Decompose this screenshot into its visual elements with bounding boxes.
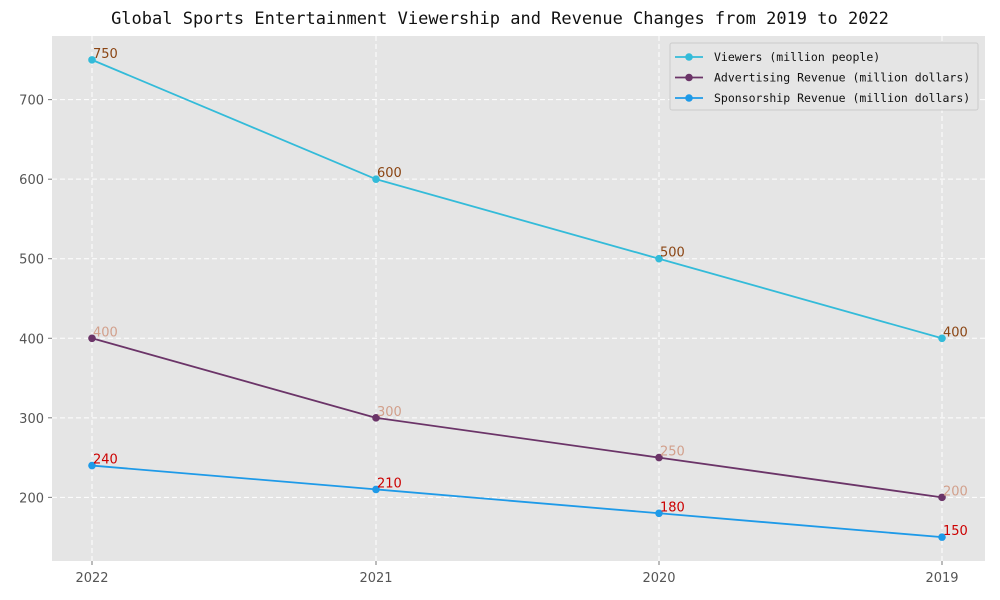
legend-label: Advertising Revenue (million dollars) (714, 71, 970, 85)
x-tick-label: 2022 (75, 571, 108, 586)
x-tick-label: 2020 (642, 571, 675, 586)
legend-marker (685, 74, 693, 82)
y-tick-label: 500 (19, 253, 44, 268)
x-tick-label: 2019 (925, 571, 958, 586)
y-tick-label: 600 (19, 173, 44, 188)
legend-label: Viewers (million people) (714, 50, 880, 64)
data-label: 600 (377, 166, 402, 181)
y-tick-label: 400 (19, 332, 44, 347)
legend-label: Sponsorship Revenue (million dollars) (714, 91, 970, 105)
y-tick-label: 700 (19, 94, 44, 109)
data-label: 250 (660, 445, 685, 460)
data-label: 150 (943, 524, 968, 539)
data-label: 750 (93, 47, 118, 62)
data-label: 180 (660, 500, 685, 515)
legend-marker (685, 53, 693, 61)
data-label: 400 (943, 325, 968, 340)
y-tick-label: 200 (19, 491, 44, 506)
legend: Viewers (million people) Advertising Reve… (670, 43, 978, 110)
legend-marker (685, 94, 693, 102)
x-tick-label: 2021 (359, 571, 392, 586)
data-label: 300 (377, 405, 402, 420)
data-label: 500 (660, 246, 685, 261)
data-label: 210 (377, 476, 402, 491)
plot-area (52, 36, 985, 561)
data-label: 200 (943, 484, 968, 499)
data-label: 400 (93, 325, 118, 340)
y-tick-label: 300 (19, 412, 44, 427)
data-label: 240 (93, 453, 118, 468)
